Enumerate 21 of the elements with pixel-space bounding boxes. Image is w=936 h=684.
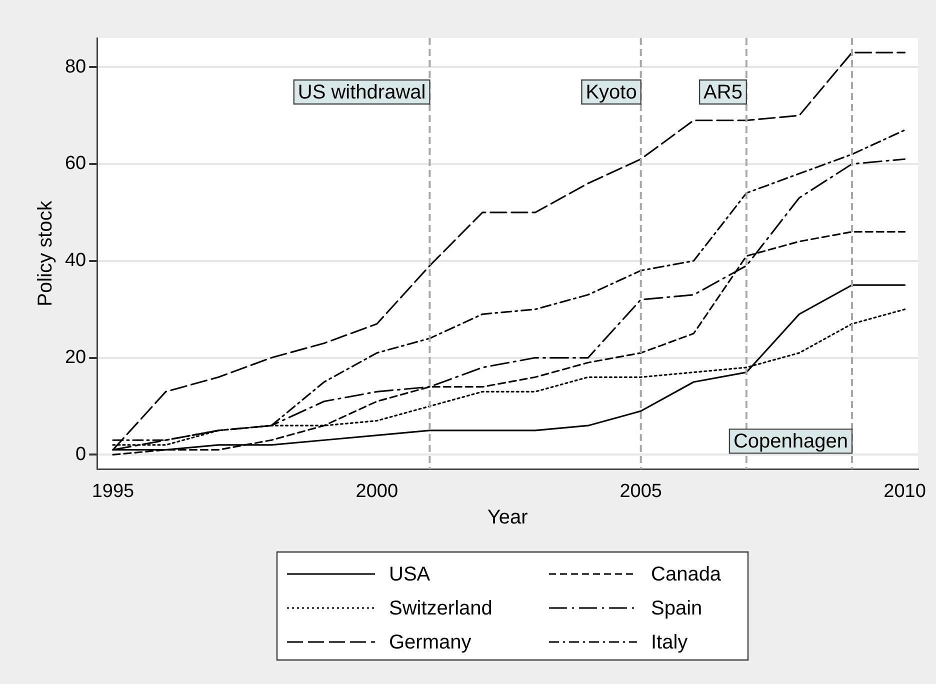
legend-label: Canada (651, 564, 722, 586)
y-tick-label: 60 (64, 153, 86, 174)
y-tick-label: 0 (76, 444, 86, 465)
y-tick-label: 80 (64, 56, 86, 78)
y-axis-title: Policy stock (34, 200, 57, 306)
ref-line-label: US withdrawal (298, 82, 426, 104)
ref-line-label: Copenhagen (733, 430, 848, 453)
legend-label: Switzerland (389, 598, 492, 620)
legend-label: Spain (651, 598, 702, 620)
y-tick-label: 40 (64, 250, 86, 272)
y-tick-label: 20 (64, 347, 86, 368)
x-axis-title: Year (487, 506, 528, 529)
x-tick-label: 2010 (884, 480, 926, 502)
legend-label: Italy (651, 632, 688, 654)
legend-label: Germany (389, 632, 472, 654)
x-tick-label: 2005 (620, 480, 662, 502)
legend-label: USA (389, 564, 431, 586)
ref-line-label: AR5 (704, 82, 742, 104)
x-tick-label: 1995 (92, 480, 134, 502)
x-tick-label: 2000 (356, 480, 398, 502)
ref-line-label: Kyoto (586, 82, 637, 104)
